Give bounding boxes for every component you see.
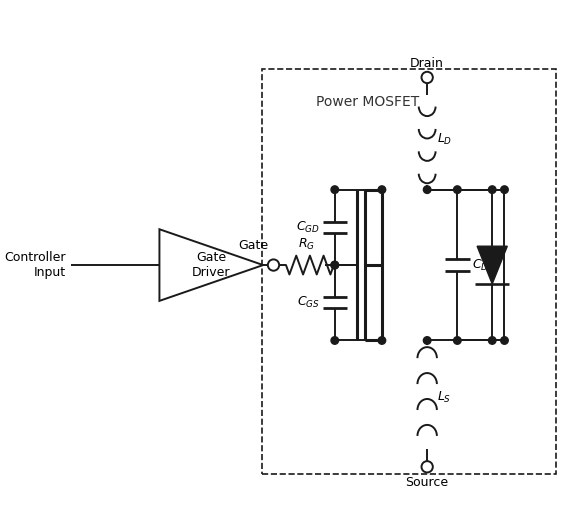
Polygon shape bbox=[477, 246, 507, 284]
Text: $C_{GS}$: $C_{GS}$ bbox=[297, 295, 320, 310]
Circle shape bbox=[268, 260, 279, 271]
Text: $L_S$: $L_S$ bbox=[436, 389, 451, 405]
Text: $C_{GD}$: $C_{GD}$ bbox=[296, 220, 320, 235]
Circle shape bbox=[331, 337, 339, 344]
Circle shape bbox=[501, 337, 508, 344]
Circle shape bbox=[424, 186, 431, 194]
Circle shape bbox=[421, 461, 433, 472]
Circle shape bbox=[331, 261, 339, 269]
Circle shape bbox=[488, 337, 496, 344]
Text: $L_D$: $L_D$ bbox=[436, 132, 452, 147]
Text: $C_{DS}$: $C_{DS}$ bbox=[472, 257, 495, 272]
Circle shape bbox=[331, 186, 339, 194]
Text: Source: Source bbox=[406, 476, 449, 489]
Text: Controller
Input: Controller Input bbox=[5, 251, 66, 279]
Text: Power MOSFET: Power MOSFET bbox=[316, 95, 419, 110]
Circle shape bbox=[378, 337, 386, 344]
Bar bbox=[262, 69, 556, 475]
Circle shape bbox=[501, 186, 508, 194]
Text: Drain: Drain bbox=[410, 57, 444, 70]
Text: Gate: Gate bbox=[239, 239, 269, 252]
Text: Gate
Driver: Gate Driver bbox=[192, 251, 231, 279]
Text: $R_G$: $R_G$ bbox=[298, 237, 315, 252]
Circle shape bbox=[488, 186, 496, 194]
Circle shape bbox=[331, 261, 339, 269]
Circle shape bbox=[421, 72, 433, 83]
Circle shape bbox=[378, 186, 386, 194]
Circle shape bbox=[454, 337, 461, 344]
Circle shape bbox=[424, 337, 431, 344]
Circle shape bbox=[454, 186, 461, 194]
